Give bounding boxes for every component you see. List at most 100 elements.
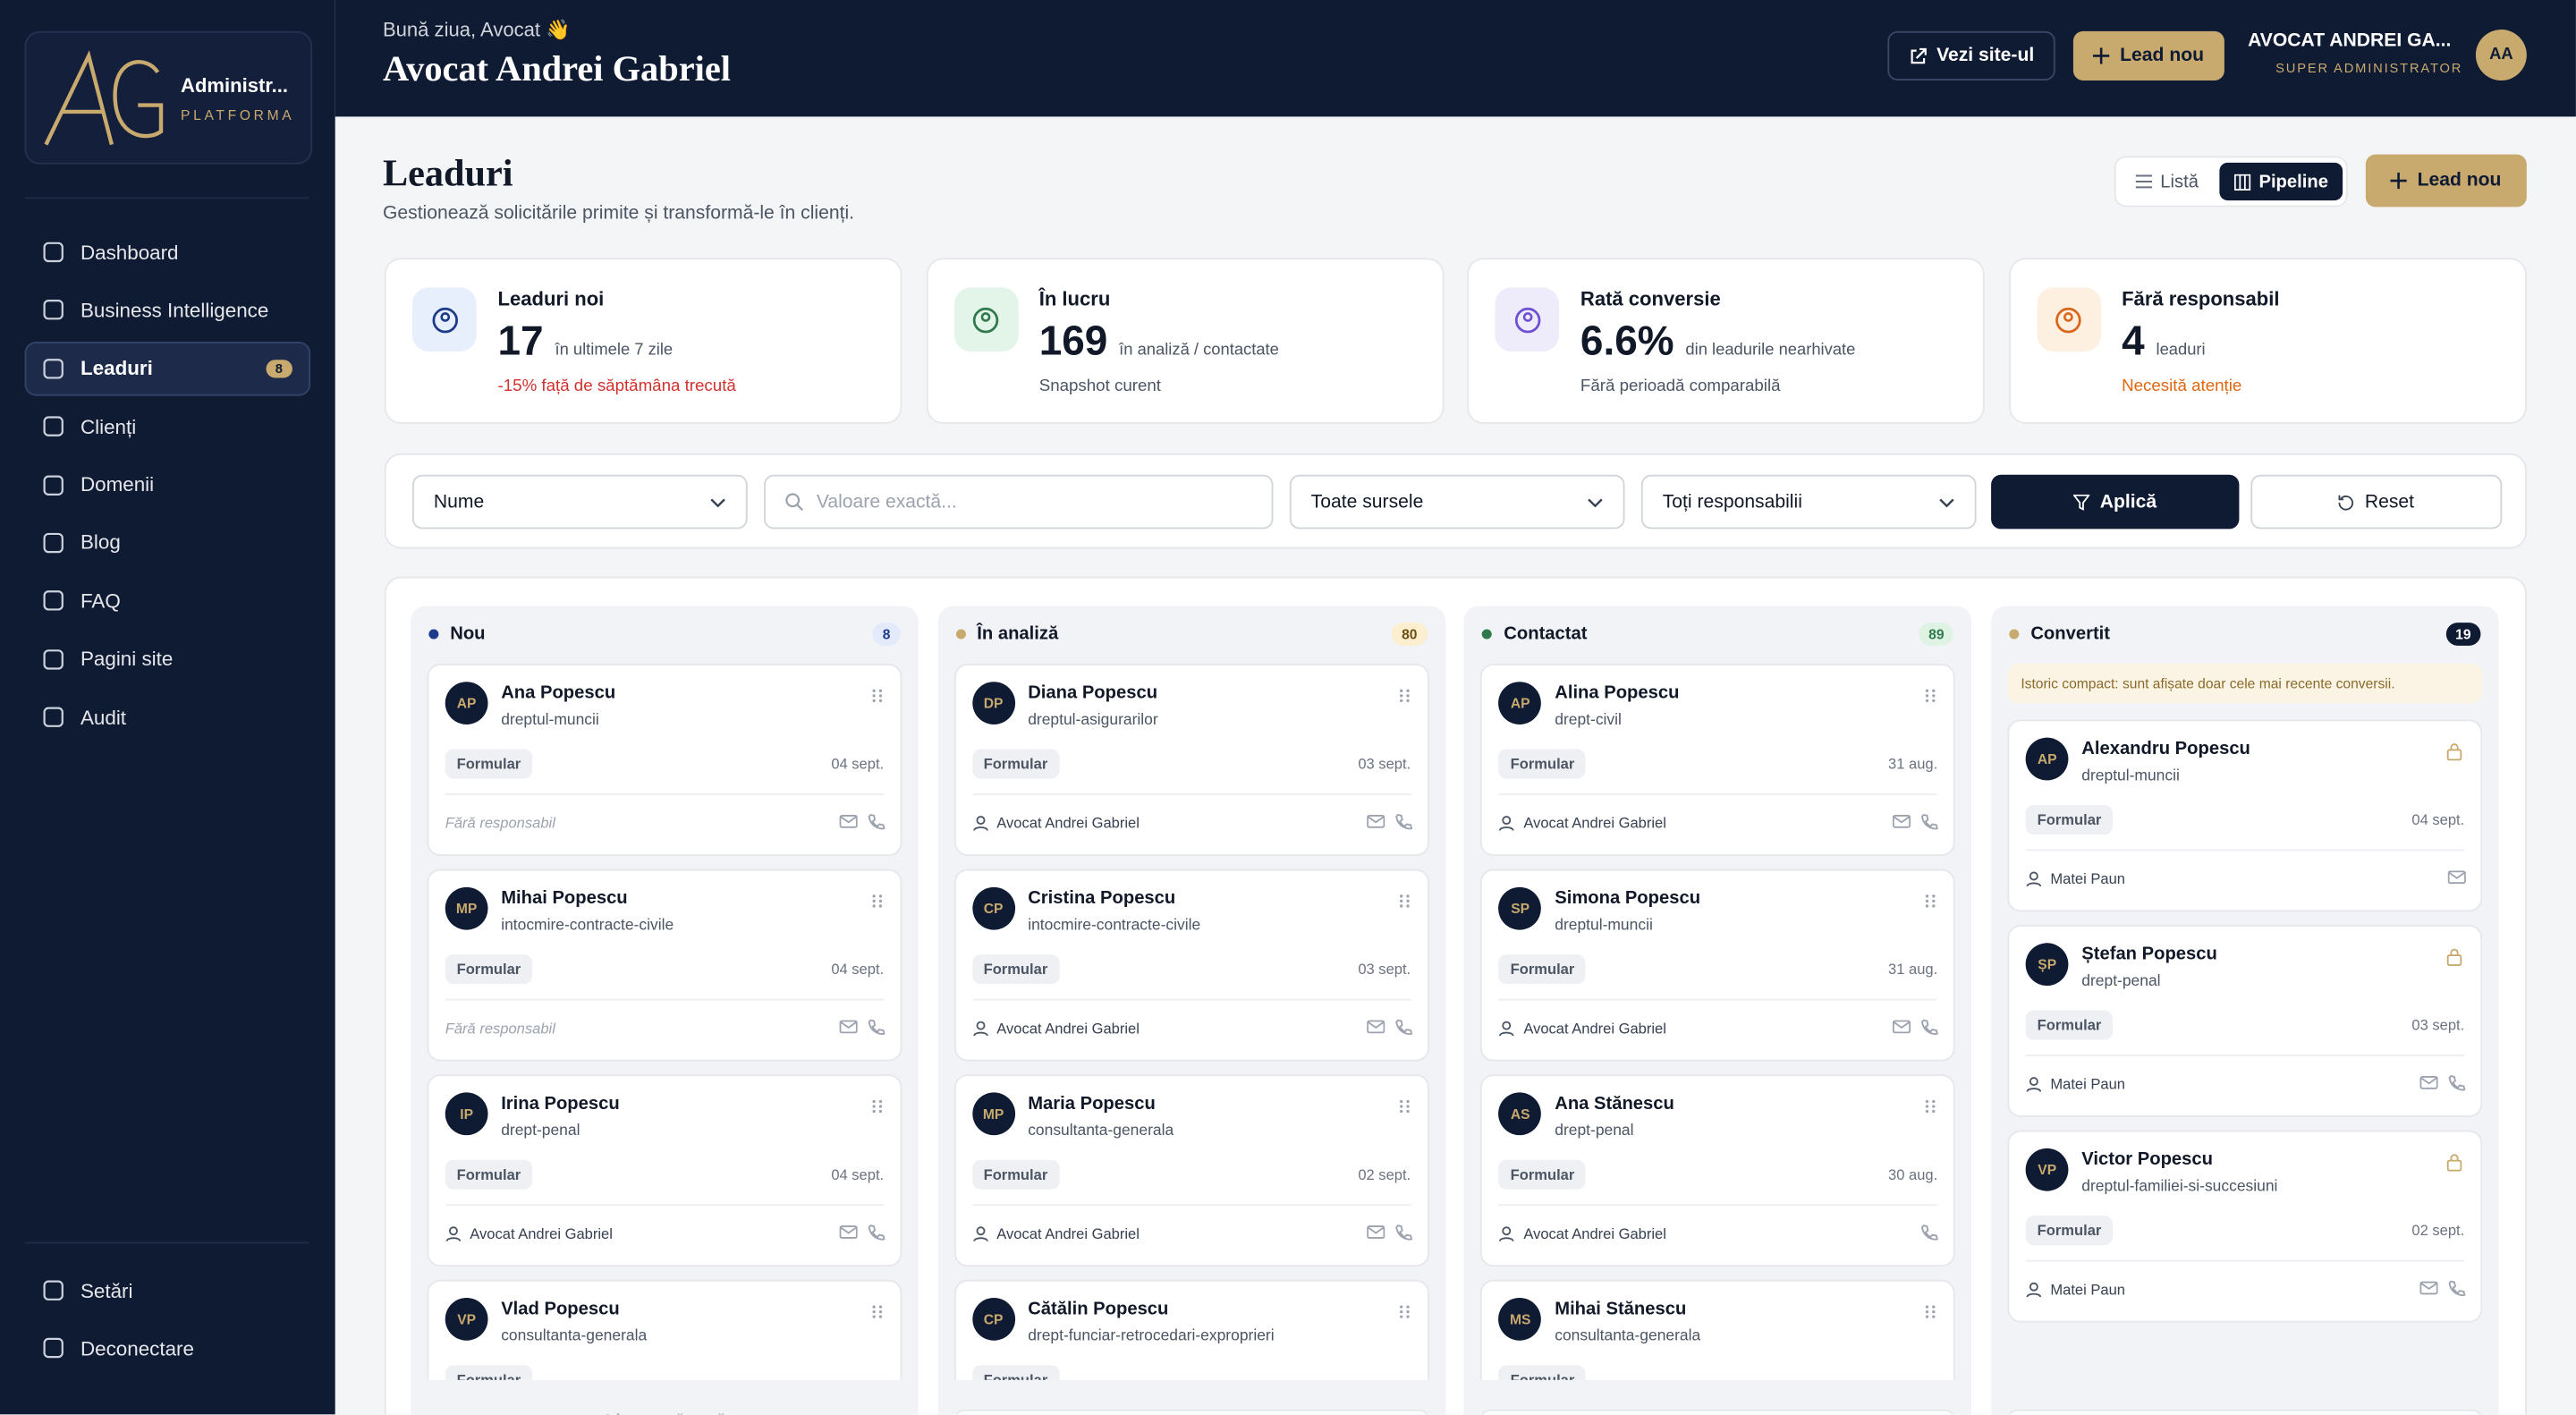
nav-item[interactable]: Deconectare [25, 1321, 311, 1376]
icon [43, 590, 64, 612]
lead-card[interactable]: CP Cătălin Popescu drept-funciar-retroceda… [953, 1279, 1429, 1380]
nav-item[interactable]: Business Intelligence [25, 284, 311, 338]
column-footer[interactable]: Vezi toate cele 89 leaduri [1480, 1409, 1956, 1415]
lead-source: Formular [2025, 1010, 2114, 1040]
lead-name: Maria Popescu [1028, 1094, 1156, 1114]
lead-card[interactable]: VP Victor Popescu dreptul-familiei-si-succ… [2007, 1130, 2483, 1323]
stat-note: Necesită atenție [2122, 377, 2242, 396]
lead-date: 02 sept. [2411, 1222, 2465, 1239]
nav-item[interactable]: Audit [25, 691, 311, 745]
icon [972, 307, 999, 333]
icon [43, 1280, 64, 1301]
pipeline-view-label: Pipeline [2258, 171, 2328, 191]
lead-owner-name: Fără responsabil [445, 815, 555, 832]
icon [1399, 1099, 1410, 1114]
nav-item[interactable]: Domenii [25, 458, 311, 513]
icon [872, 894, 883, 908]
column-count: 8 [872, 623, 901, 646]
reset-button[interactable]: Reset [2250, 474, 2503, 530]
column-footer[interactable]: Vezi toate cele 80 leaduri [953, 1409, 1429, 1415]
search-placeholder: Valoare exactă... [816, 492, 957, 513]
lead-owner-name: Matei Paun [2050, 870, 2126, 887]
nav-label: Clienți [80, 415, 137, 438]
contact-icons [1921, 1224, 1939, 1241]
icon [2419, 1281, 2438, 1295]
lead-source: Formular [2025, 1216, 2114, 1246]
lead-card[interactable]: ȘP Ștefan Popescu drept-penal Formular 03 se… [2007, 925, 2483, 1117]
lead-date: 04 sept. [831, 1166, 885, 1183]
page-new-lead-button[interactable]: Lead nou [2365, 154, 2527, 208]
nav-item[interactable]: Dashboard [25, 225, 311, 280]
pipeline-view-button[interactable]: Pipeline [2219, 162, 2343, 201]
icon [2026, 1077, 2042, 1092]
lead-card[interactable]: MP Mihai Popescu intocmire-contracte-civil… [427, 868, 902, 1062]
footer-nav: Setări Deconectare [25, 1263, 311, 1379]
separator [24, 197, 309, 199]
icon [43, 300, 64, 321]
nav-item[interactable]: Setări [25, 1263, 311, 1318]
field-select-value: Nume [433, 492, 485, 513]
lead-card[interactable]: AP Ana Popescu dreptul-muncii Formular 04 se… [427, 664, 902, 856]
apply-button[interactable]: Aplică [1991, 474, 2240, 530]
lead-card[interactable]: MP Maria Popescu consultanta-generala Formu… [953, 1074, 1429, 1267]
lead-card[interactable]: AP Alina Popescu drept-civil Formular 31 aug… [1480, 664, 1956, 856]
lead-owner-name: Matei Paun [2050, 1076, 2126, 1093]
lead-card[interactable]: VP Vlad Popescu consultanta-generala Formul… [427, 1279, 902, 1380]
lead-name: Ana Stănescu [1555, 1094, 1674, 1114]
lead-card[interactable]: AP Alexandru Popescu dreptul-muncii Formula… [2007, 719, 2483, 912]
nav-item[interactable]: Blog [25, 516, 311, 571]
search-input[interactable]: Valoare exactă... [764, 474, 1274, 530]
new-lead-button[interactable]: Lead nou [2072, 30, 2224, 80]
lead-avatar: AP [1498, 682, 1542, 724]
nav-item[interactable]: Leaduri 8 [24, 341, 311, 396]
column-count: 19 [2445, 623, 2481, 646]
lead-date: 30 aug. [1888, 1166, 1938, 1183]
drag-handle [1926, 1300, 1936, 1329]
lead-card[interactable]: CP Cristina Popescu intocmire-contracte-ci… [953, 868, 1429, 1062]
field-select[interactable]: Nume [412, 474, 748, 530]
source-select-value: Toate sursele [1310, 492, 1424, 513]
lead-domain: drept-penal [1555, 1122, 1634, 1140]
lead-card[interactable]: IP Irina Popescu drept-penal Formular 04 sep… [427, 1074, 902, 1267]
nav-item[interactable]: Pagini site [25, 632, 311, 687]
lead-source: Formular [1498, 749, 1587, 779]
source-select[interactable]: Toate sursele [1289, 474, 1625, 530]
lead-owner-name: Avocat Andrei Gabriel [470, 1225, 613, 1242]
user-avatar[interactable]: AA [2475, 30, 2527, 80]
nav: Dashboard Business Intelligence Leaduri 8 Cl… [24, 225, 311, 749]
view-site-button[interactable]: Vezi site-ul [1887, 30, 2055, 80]
lead-card[interactable]: AS Ana Stănescu drept-penal Formular 30 aug.… [1480, 1074, 1956, 1267]
lead-card[interactable]: SP Simona Popescu dreptul-muncii Formular 31… [1480, 868, 1956, 1062]
drag-handle [872, 889, 883, 919]
column-name: Contactat [1504, 623, 1588, 644]
cards: AP Alina Popescu drept-civil Formular 31 aug… [1480, 664, 1956, 1380]
lead-domain: intocmire-contracte-civile [1028, 916, 1201, 936]
lead-date: 04 sept. [831, 755, 885, 773]
nav-badge: 8 [265, 359, 292, 378]
lead-source: Formular [971, 749, 1060, 779]
lead-card[interactable]: MS Mihai Stănescu consultanta-generala Form… [1480, 1279, 1956, 1380]
nav-item[interactable]: FAQ [25, 574, 311, 629]
lead-domain: dreptul-muncii [1555, 916, 1653, 936]
lead-source: Formular [971, 1365, 1060, 1380]
lead-avatar: VP [445, 1297, 488, 1341]
card-divider [2025, 1259, 2465, 1262]
lead-source: Formular [971, 1159, 1060, 1190]
lead-source: Formular [971, 954, 1060, 985]
icon [868, 813, 886, 830]
list-view-button[interactable]: Listă [2121, 163, 2213, 200]
lead-date: 03 sept. [2411, 1016, 2465, 1034]
owner-select[interactable]: Toți responsabilii [1640, 474, 1977, 530]
nav-item[interactable]: Clienți [25, 400, 311, 454]
lead-owner-name: Avocat Andrei Gabriel [1523, 815, 1666, 832]
card-divider [445, 1204, 885, 1207]
column-footer[interactable]: Vezi toți cei 19 convertiți [2007, 1409, 2483, 1415]
stat-value: 169 [1038, 318, 1108, 365]
drag-handle [872, 1300, 883, 1329]
cards: AP Alexandru Popescu dreptul-muncii Formula… [2007, 719, 2483, 1379]
icon [1366, 815, 1385, 828]
icon [43, 474, 64, 496]
icon [43, 358, 64, 379]
lead-card[interactable]: DP Diana Popescu dreptul-asigurarilor Formu… [953, 664, 1429, 856]
brand-title: Administr... [181, 73, 289, 97]
